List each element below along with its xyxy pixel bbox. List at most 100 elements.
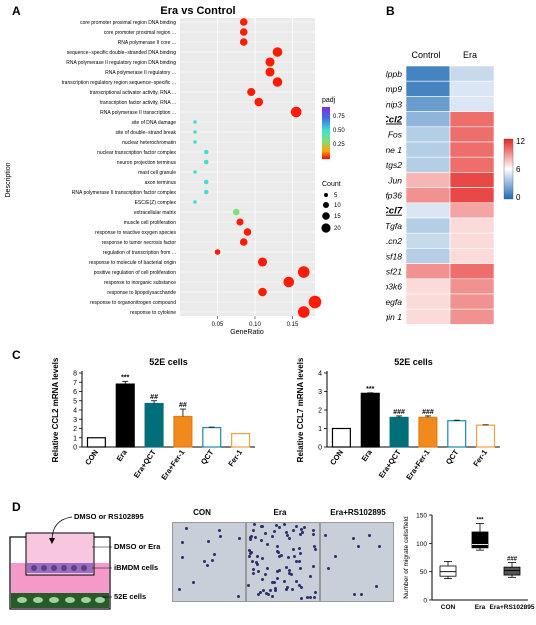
- stained-cell: [253, 523, 257, 527]
- stained-cell: [360, 593, 364, 597]
- stained-cell: [288, 572, 292, 576]
- stained-cell: [249, 537, 253, 541]
- y-tick-label: 1: [73, 435, 77, 442]
- stained-cell: [256, 593, 260, 597]
- category-label: Fer-1: [226, 448, 244, 468]
- term-label: transcription regulatory region sequence…: [62, 80, 176, 86]
- count-legend-label: 10: [334, 203, 341, 209]
- heatmap-cell: [405, 80, 451, 97]
- panel-letter-a: A: [12, 4, 21, 18]
- heatmap-cell: [449, 141, 495, 158]
- significance-label: ***: [121, 374, 129, 381]
- category-label: Era: [360, 447, 375, 463]
- ccl2-bar-chart: 52E cells Relative CCL2 mRNA levels 0 1 2 3 4 5…: [51, 357, 255, 482]
- stained-cell: [218, 534, 222, 538]
- term-label: RNA polymerase II transcription ...: [100, 110, 176, 116]
- stained-cell: [283, 580, 287, 584]
- heatmap-cell: [405, 187, 451, 204]
- heatmap-row-label: Ccl2: [386, 115, 403, 126]
- stained-cell: [300, 585, 304, 589]
- stained-cell: [273, 586, 277, 590]
- heatmap-cell: [449, 263, 495, 280]
- stained-cell: [264, 532, 268, 536]
- heatmap-cell: [405, 65, 451, 82]
- term-label: nuclear transcription factor complex: [97, 150, 176, 156]
- heatmap-cell: [405, 248, 451, 264]
- stained-cell: [265, 591, 268, 595]
- stained-cell: [334, 554, 338, 558]
- category-label: Era+Fer-1: [159, 448, 186, 482]
- micrograph-con: [172, 522, 246, 602]
- term-label: ESC/E(Z) complex: [135, 200, 177, 206]
- stained-cell: [260, 524, 264, 528]
- heatmap-row-label: Lcn2: [386, 236, 402, 246]
- stained-cell: [256, 569, 260, 573]
- term-label: response to molecule of bacterial origin: [89, 260, 176, 266]
- y-tick-label: 6: [73, 389, 77, 396]
- heatmap-row-label: Tnip3: [386, 99, 402, 109]
- stained-cell: [303, 526, 307, 530]
- go-term-dot: [214, 249, 221, 255]
- stained-cell: [295, 560, 299, 564]
- y-tick-label: 3: [73, 417, 77, 424]
- bar-chart-ylabel: Relative CCL2 mRNA levels: [51, 357, 60, 462]
- stained-cell: [192, 580, 196, 584]
- y-tick-label: 8: [73, 371, 77, 378]
- stained-cell: [285, 531, 289, 535]
- stained-cell: [291, 547, 295, 551]
- category-label: Era+QCT: [132, 448, 158, 480]
- stained-cell: [237, 536, 241, 540]
- stained-cell: [300, 528, 304, 532]
- significance-label: ***: [366, 386, 374, 393]
- go-term-dot: [193, 200, 197, 204]
- stained-cell: [297, 547, 301, 551]
- micrograph-era: [246, 522, 320, 602]
- heatmap-cell: [449, 248, 495, 264]
- stained-cell: [251, 567, 255, 571]
- term-label: RNA polymerase II regulatory ...: [105, 70, 176, 76]
- stained-cell: [294, 525, 298, 529]
- stained-cell: [265, 543, 269, 547]
- heatmap-row-label: Tgfa: [386, 221, 402, 231]
- bar-chart-title: 52E cells: [149, 357, 188, 367]
- y-tick-label: 3: [318, 389, 322, 396]
- heatmap-cell: [449, 126, 495, 143]
- stained-cell: [298, 566, 302, 570]
- category-label: QCT: [199, 448, 216, 466]
- term-label: response to cytokine: [130, 310, 176, 316]
- stained-cell: [252, 572, 255, 576]
- heatmap-cell: [405, 263, 451, 280]
- bar: [418, 416, 438, 448]
- go-term-dot: [247, 87, 256, 97]
- significance-label: ###: [393, 409, 405, 416]
- term-label: axon terminus: [145, 180, 177, 186]
- category-label: CON: [328, 448, 345, 467]
- category-label: QCT: [444, 448, 461, 466]
- stained-cell: [278, 555, 282, 559]
- stained-cell: [250, 534, 254, 538]
- heatmap-cell: [449, 278, 495, 295]
- arrow-rs-line: [51, 516, 73, 542]
- term-label: core promoter proximal region ...: [104, 30, 176, 36]
- count-legend-label: 15: [334, 214, 341, 220]
- stained-cell: [184, 526, 188, 530]
- heatmap-cell: [405, 278, 451, 295]
- stained-cell: [326, 567, 330, 571]
- heatmap-cell: [449, 308, 495, 325]
- go-term-dot: [193, 140, 197, 144]
- category-label: CON: [441, 604, 456, 611]
- box: [471, 531, 489, 549]
- heatmap-row-label: Tnfsf18: [386, 251, 402, 261]
- bar: [447, 420, 467, 448]
- stained-cell: [217, 528, 221, 532]
- stained-cell: [203, 560, 207, 564]
- stained-cell: [306, 595, 310, 599]
- significance-label: ##: [150, 394, 158, 401]
- heatmap-cell: [405, 293, 451, 310]
- micro-title-era-rs: Era+RS102895: [330, 508, 386, 517]
- stained-cell: [308, 595, 312, 599]
- heatmap-cell: [449, 202, 495, 219]
- stained-cell: [312, 596, 316, 600]
- go-term-dot: [297, 266, 310, 278]
- category-label: Era: [475, 604, 486, 611]
